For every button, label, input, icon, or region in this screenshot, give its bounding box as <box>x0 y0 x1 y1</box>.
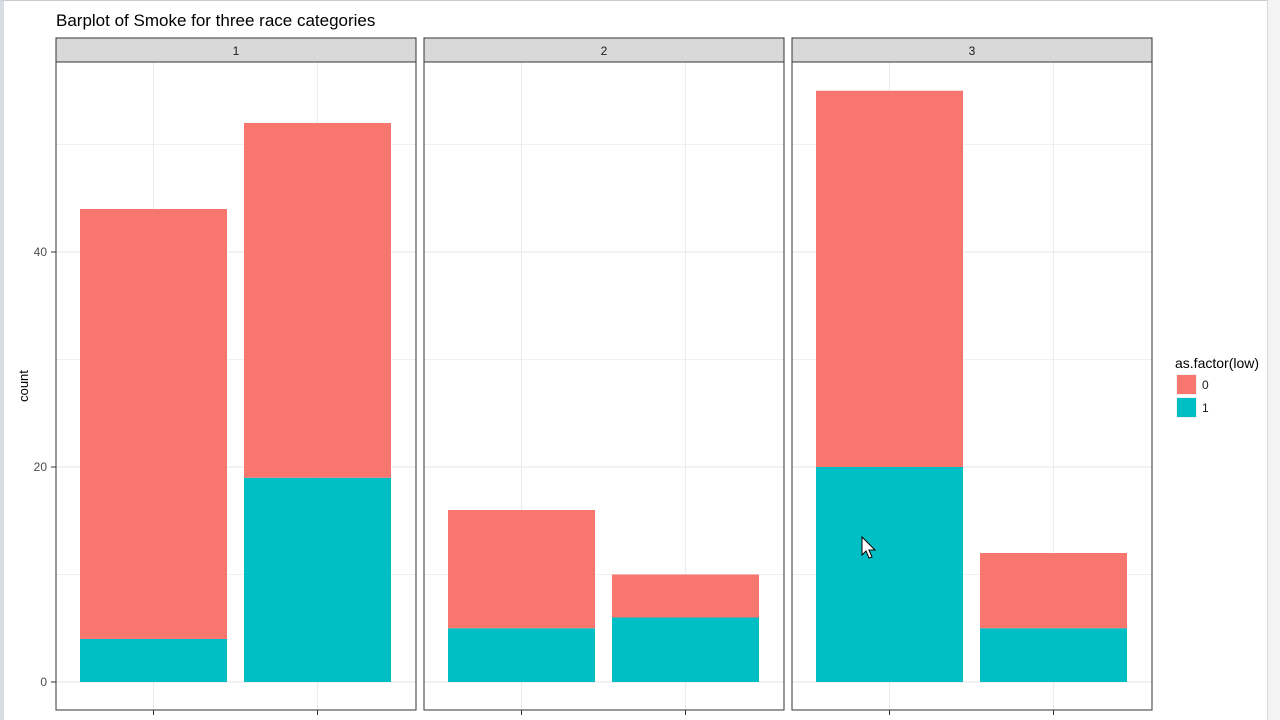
bar-segment-low-0 <box>980 553 1127 629</box>
facet-panel-3: 3 <box>791 37 1153 715</box>
bar-segment-low-1 <box>448 628 595 682</box>
mouse-cursor-icon <box>861 535 877 559</box>
bar-segment-low-0 <box>80 209 227 639</box>
panel-border <box>55 61 417 711</box>
bar-segment-low-0 <box>816 90 963 467</box>
facet-strip <box>55 37 417 63</box>
y-axis-ticks: 0 20 40 <box>34 245 56 689</box>
facet-panel-1: 1 <box>55 37 417 715</box>
facet-strip <box>791 37 1153 63</box>
bar-segment-low-0 <box>448 510 595 629</box>
legend-item-label: 0 <box>1202 378 1209 392</box>
bar-segment-low-1 <box>980 628 1127 682</box>
legend: as.factor(low) 0 1 <box>1175 355 1259 418</box>
facet-strip-label: 3 <box>969 44 976 58</box>
panel-border <box>791 61 1153 711</box>
panel-border <box>423 61 785 711</box>
legend-key-swatch <box>1177 398 1196 417</box>
y-tick-label: 0 <box>40 675 47 689</box>
facet-strip-label: 2 <box>601 44 608 58</box>
facet-panels: 1 2 3 <box>55 37 1153 715</box>
bar-segment-low-1 <box>80 639 227 682</box>
y-tick-label: 40 <box>34 245 48 259</box>
legend-item-label: 1 <box>1202 401 1209 415</box>
bar-segment-low-1 <box>244 477 391 682</box>
legend-key-swatch <box>1177 375 1196 394</box>
legend-title: as.factor(low) <box>1175 355 1259 371</box>
window-scrollbar[interactable] <box>1267 0 1280 720</box>
bar-segment-low-1 <box>612 617 759 682</box>
bar-segment-low-1 <box>816 467 963 682</box>
facet-strip <box>423 37 785 63</box>
facet-panel-2: 2 <box>423 37 785 715</box>
y-tick-label: 20 <box>34 460 48 474</box>
facet-strip-label: 1 <box>233 44 240 58</box>
y-axis-label: count <box>16 370 31 402</box>
bar-segment-low-0 <box>612 574 759 618</box>
bar-segment-low-0 <box>244 123 391 478</box>
chart-title: Barplot of Smoke for three race categori… <box>56 11 375 30</box>
